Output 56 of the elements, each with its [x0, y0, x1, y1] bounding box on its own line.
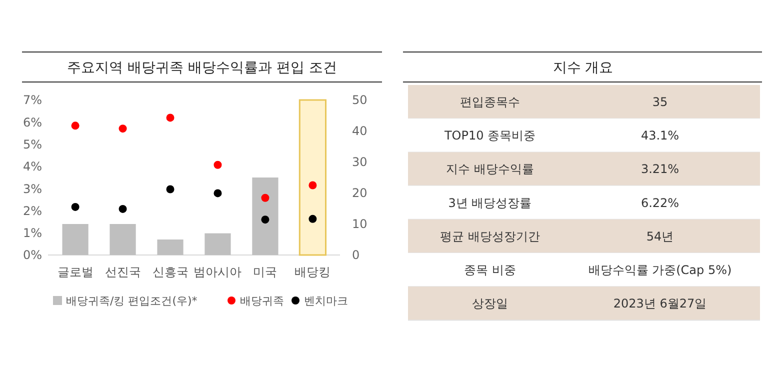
text: 43.1%: [640, 128, 680, 143]
y2-tick-label: 0: [352, 248, 360, 262]
point: [118, 124, 127, 133]
bar: [204, 233, 231, 255]
y-tick-label: 1%: [22, 226, 42, 240]
x-tick-label: 미국: [253, 265, 278, 280]
category-label: 편입종목수: [460, 95, 520, 109]
point: [214, 189, 222, 198]
x-tick-label: 신흥국: [152, 265, 188, 280]
category-label: 종목 비중: [464, 263, 516, 277]
chart-title: 주요지역 배당귀족 배당수익률과 편입 조건: [67, 60, 337, 76]
x-tick-label: 배당킹: [294, 265, 331, 280]
bar: [252, 178, 278, 255]
text: 3.21%: [640, 162, 680, 176]
category-label: 평균 배당성장기간: [440, 229, 540, 244]
y-tick-label: 4%: [22, 160, 42, 174]
text: 지수 개요: [552, 60, 614, 76]
bar: [157, 240, 184, 255]
x-tick-label: 범아시아: [194, 265, 242, 280]
bar: [62, 224, 88, 255]
legend-label: 배당귀족: [240, 294, 284, 308]
category-label: TOP10 종목비중: [443, 128, 536, 143]
point: [214, 160, 222, 169]
y-tick-label: 2%: [22, 204, 42, 218]
text: 배당수익률 가중(Cap 5%): [588, 263, 732, 277]
y2-tick-label: 50: [352, 93, 368, 108]
y-tick-label: 3%: [22, 182, 42, 196]
bar: [110, 224, 136, 255]
category-label: 지수 배당수익률: [446, 162, 534, 176]
y-tick-label: 0%: [22, 248, 42, 262]
point: [261, 216, 270, 224]
y-tick-label: 5%: [22, 137, 42, 152]
x-tick-label: 선진국: [104, 265, 141, 280]
legend-label: 벤치마크: [304, 294, 348, 308]
category-label: 상장일: [472, 296, 508, 311]
text: 2023년 6월27일: [613, 296, 707, 311]
y2-tick-label: 40: [352, 124, 368, 138]
point: [166, 185, 174, 194]
x-tick-label: 글로벌: [57, 265, 94, 280]
y-tick-label: 7%: [22, 93, 42, 108]
point: [308, 181, 317, 190]
y2-tick-label: 20: [352, 186, 368, 200]
y-tick-label: 6%: [22, 115, 42, 130]
point: [308, 214, 317, 223]
point: [71, 122, 80, 130]
point: [118, 204, 127, 213]
text: 54년: [646, 229, 674, 244]
y2-tick-label: 10: [352, 217, 368, 232]
text: 6.22%: [640, 196, 680, 210]
legend-label: 배당귀족/킹 편입조건(우)*: [66, 294, 198, 308]
point: [261, 194, 270, 202]
point: [166, 114, 174, 122]
point: [71, 202, 80, 211]
category-label: 3년 배당성장률: [448, 196, 532, 210]
text: 35: [652, 95, 668, 109]
y2-tick-label: 30: [352, 155, 368, 170]
